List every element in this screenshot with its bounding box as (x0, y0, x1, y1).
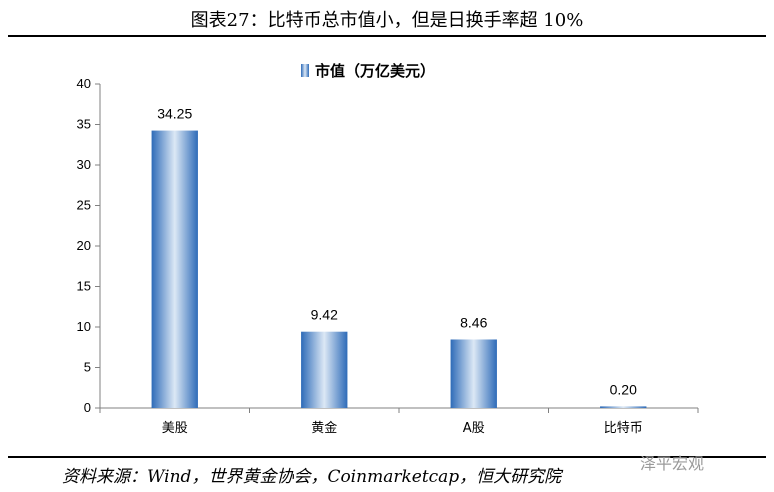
data-label: 9.42 (311, 307, 338, 323)
y-tick-label: 10 (77, 319, 91, 334)
y-tick-label: 15 (77, 279, 91, 294)
chart-title: 图表27：比特币总市值小，但是日换手率超 10% (190, 10, 584, 31)
y-tick-label: 20 (77, 238, 91, 253)
legend-swatch (301, 64, 309, 77)
y-tick-label: 0 (84, 400, 91, 415)
y-tick-label: 35 (77, 117, 91, 132)
category-label: A股 (463, 421, 485, 436)
axes: 0 5 10 15 20 25 30 35 40 美股 黄金 A股 比特币 (77, 76, 699, 436)
title-rule (8, 35, 766, 37)
y-tick-label: 40 (77, 76, 91, 91)
footer-rule (8, 456, 766, 458)
y-tick-label: 5 (84, 360, 91, 375)
legend-label: 市值（万亿美元） (315, 62, 435, 80)
category-label: 黄金 (311, 420, 337, 436)
category-label: 美股 (162, 421, 188, 436)
bar (600, 406, 647, 408)
data-label: 0.20 (610, 381, 637, 397)
legend: 市值（万亿美元） (301, 62, 435, 80)
bar-chart: 市值（万亿美元） 0 5 10 15 20 25 30 35 40 美股 黄金 A股 比特币 34.25… (77, 62, 699, 436)
category-label: 比特币 (604, 421, 643, 436)
y-tick-label: 30 (77, 157, 91, 172)
source-note: 资料来源：Wind，世界黄金协会，Coinmarketcap，恒大研究院 (62, 467, 562, 487)
y-tick-label: 25 (77, 198, 91, 213)
bar (151, 130, 198, 408)
bar (450, 339, 497, 408)
watermark: 泽平宏观 (640, 454, 705, 473)
bars: 34.25 9.42 8.46 0.20 (151, 106, 647, 408)
data-label: 34.25 (157, 106, 192, 122)
data-label: 8.46 (460, 314, 487, 330)
bar (301, 331, 348, 408)
